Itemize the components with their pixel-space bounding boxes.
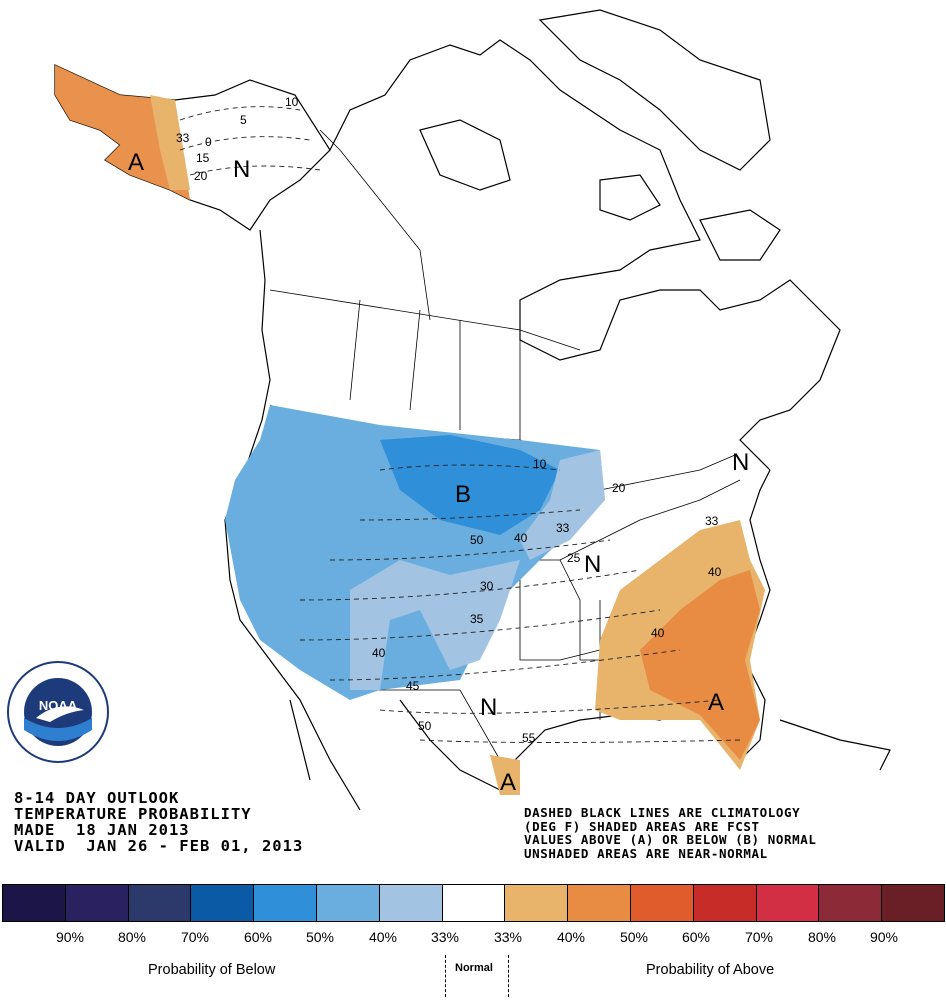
legend-note-line: UNSHADED AREAS ARE NEAR-NORMAL <box>524 845 768 861</box>
below-caption: Probability of Below <box>148 962 276 978</box>
contour-label: 33 <box>176 131 190 145</box>
scale-swatch-13 <box>819 885 883 921</box>
contour-label: 10 <box>285 95 299 109</box>
contour-label: 45 <box>406 679 420 693</box>
noaa-logo-text: NOAA <box>39 698 78 713</box>
contour-label: 20 <box>194 169 208 183</box>
scale-label: 33% <box>430 929 460 945</box>
scale-label: 80% <box>117 929 147 945</box>
scale-swatch-4 <box>254 885 317 921</box>
scale-swatch-9 <box>568 885 631 921</box>
scale-label: 50% <box>619 929 649 945</box>
normal-divider-right <box>508 955 509 997</box>
title-line: TEMPERATURE PROBABILITY <box>14 805 252 823</box>
contour-label: 10 <box>533 457 547 471</box>
scale-swatch-11 <box>693 885 757 921</box>
contour-label: 0 <box>205 135 212 149</box>
title-line: 8-14 DAY OUTLOOK <box>14 789 180 807</box>
scale-swatch-14 <box>882 885 944 921</box>
contour-label: 33 <box>705 514 719 528</box>
region-label: N <box>732 449 749 476</box>
scale-label: 60% <box>681 929 711 945</box>
contour-label: 50 <box>470 533 484 547</box>
region-label: A <box>128 149 144 176</box>
scale-label: 33% <box>493 929 523 945</box>
outlook-map: N A B N N A A N 10 5 0 15 33 20 10 20 50… <box>54 9 891 811</box>
valid-dates-line: VALID JAN 26 - FEB 01, 2013 <box>14 837 304 855</box>
scale-swatch-10 <box>630 885 694 921</box>
outlook-title-block: 8-14 DAY OUTLOOK TEMPERATURE PROBABILITY M… <box>14 790 303 854</box>
scale-label: 60% <box>243 929 273 945</box>
scale-swatch-2 <box>128 885 192 921</box>
contour-label: 25 <box>567 551 581 565</box>
normal-divider-left <box>445 955 446 997</box>
region-label: N <box>480 694 497 721</box>
contour-label: 40 <box>708 565 722 579</box>
contour-label: 15 <box>196 151 210 165</box>
scale-swatch-7 <box>442 885 506 921</box>
region-label: N <box>233 156 250 183</box>
contour-label: 40 <box>514 531 528 545</box>
scale-swatch-8 <box>505 885 569 921</box>
made-date-line: MADE 18 JAN 2013 <box>14 821 190 839</box>
noaa-logo: NOAA <box>7 661 109 763</box>
scale-label: 80% <box>807 929 837 945</box>
contour-label: 20 <box>612 481 626 495</box>
region-label: A <box>500 769 516 796</box>
contour-label: 33 <box>556 521 570 535</box>
legend-note-line: VALUES ABOVE (A) OR BELOW (B) NORMAL <box>524 832 817 847</box>
contour-label: 40 <box>651 626 665 640</box>
scale-label: 70% <box>744 929 774 945</box>
scale-swatch-0 <box>3 885 66 921</box>
normal-caption: Normal <box>455 962 493 974</box>
contour-label: 5 <box>240 113 247 127</box>
contour-label: 35 <box>470 612 484 626</box>
probability-shading <box>55 65 765 795</box>
above-caption: Probability of Above <box>646 962 775 978</box>
scale-label: 50% <box>305 929 335 945</box>
contour-labels: 10 5 0 15 33 20 10 20 50 40 33 25 30 35 … <box>176 95 722 745</box>
scale-label: 40% <box>556 929 586 945</box>
scale-swatch-12 <box>756 885 820 921</box>
region-label: N <box>584 551 601 578</box>
probability-color-scale <box>2 884 945 922</box>
climatology-contours <box>179 106 741 743</box>
scale-label: 90% <box>869 929 899 945</box>
coastlines <box>54 9 891 811</box>
legend-note: DASHED BLACK LINES ARE CLIMATOLOGY (DEG F… <box>524 806 817 860</box>
scale-label: 70% <box>180 929 210 945</box>
scale-swatch-3 <box>191 885 255 921</box>
region-label: A <box>708 689 724 716</box>
scale-label: 40% <box>368 929 398 945</box>
contour-label: 40 <box>372 646 386 660</box>
contour-label: 50 <box>418 719 432 733</box>
region-labels: N A B N N A A N <box>128 149 749 796</box>
legend-note-line: (DEG F) SHADED AREAS ARE FCST <box>524 818 760 834</box>
scale-swatch-6 <box>379 885 443 921</box>
scale-swatch-1 <box>65 885 129 921</box>
scale-swatch-5 <box>316 885 380 921</box>
region-label: B <box>455 481 471 508</box>
legend-note-line: DASHED BLACK LINES ARE CLIMATOLOGY <box>524 805 801 820</box>
contour-label: 55 <box>522 731 536 745</box>
scale-label: 90% <box>55 929 85 945</box>
contour-label: 30 <box>480 579 494 593</box>
